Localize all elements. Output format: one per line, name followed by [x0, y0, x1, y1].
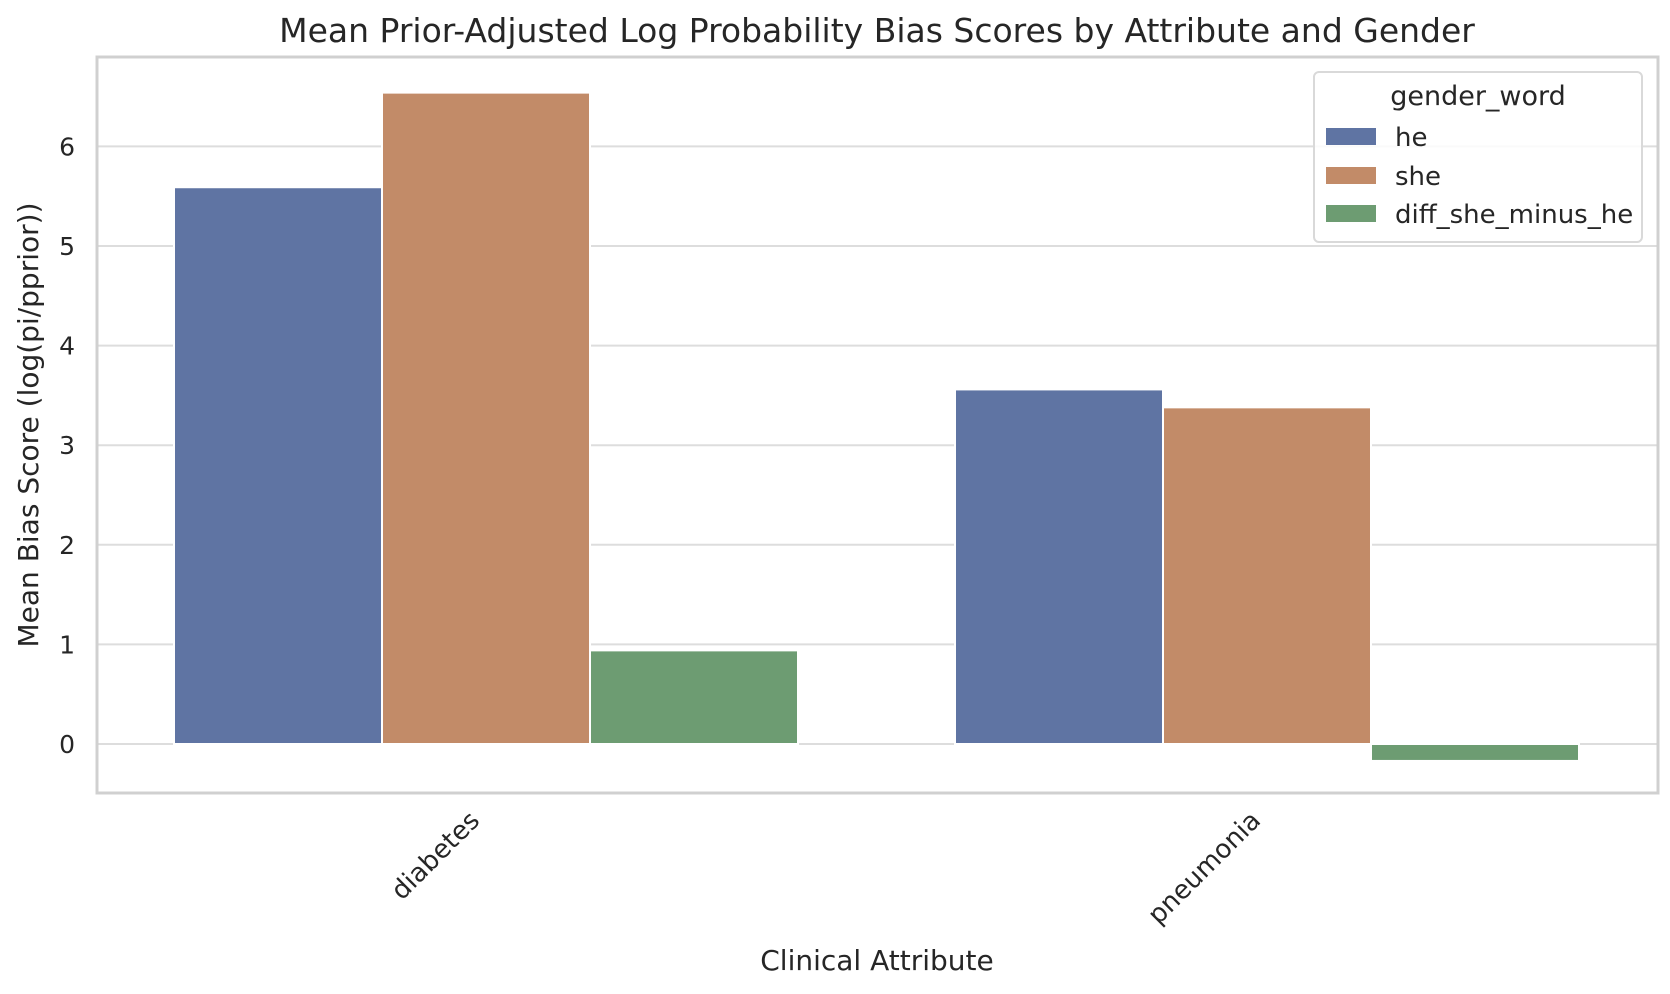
bar-diff_she_minus_he-diabetes: [589, 649, 799, 745]
y-tick-label: 0: [59, 730, 75, 759]
legend-swatch: [1326, 128, 1376, 145]
bar-she-diabetes: [381, 91, 591, 745]
legend-title: gender_word: [1390, 81, 1566, 112]
bar-he-diabetes: [173, 186, 383, 745]
y-tick-label: 6: [59, 132, 75, 161]
legend-label: diff_she_minus_he: [1395, 200, 1633, 230]
x-axis-ticks: diabetes pneumonia: [386, 806, 1267, 931]
bars: [173, 91, 1580, 762]
x-tick-label: diabetes: [386, 806, 486, 906]
x-axis-label: Clinical Attribute: [760, 944, 994, 977]
y-axis-ticks: 0 1 2 3 4 5 6: [59, 132, 75, 759]
legend-frame: [1313, 71, 1643, 243]
bar-he-pneumonia: [954, 388, 1164, 745]
y-tick-label: 4: [59, 332, 75, 361]
x-tick-label: pneumonia: [1142, 806, 1267, 931]
chart-title: Mean Prior-Adjusted Log Probability Bias…: [279, 11, 1475, 50]
bar-she-pneumonia: [1162, 406, 1372, 745]
y-tick-label: 1: [59, 630, 75, 659]
plot-frame: [95, 55, 1660, 795]
legend: gender_word he she diff_she_minus_he: [1313, 71, 1643, 243]
y-tick-label: 2: [59, 531, 75, 560]
y-axis-label: Mean Bias Score (log(pi/pprior)): [12, 203, 45, 648]
legend-label: he: [1395, 123, 1427, 153]
y-tick-label: 3: [59, 431, 75, 460]
bar-diff_she_minus_he-pneumonia: [1370, 743, 1580, 762]
legend-items: he she diff_she_minus_he: [1326, 123, 1633, 230]
legend-swatch: [1326, 205, 1376, 222]
y-tick-label: 5: [59, 232, 75, 261]
legend-swatch: [1326, 167, 1376, 184]
legend-label: she: [1395, 162, 1441, 192]
